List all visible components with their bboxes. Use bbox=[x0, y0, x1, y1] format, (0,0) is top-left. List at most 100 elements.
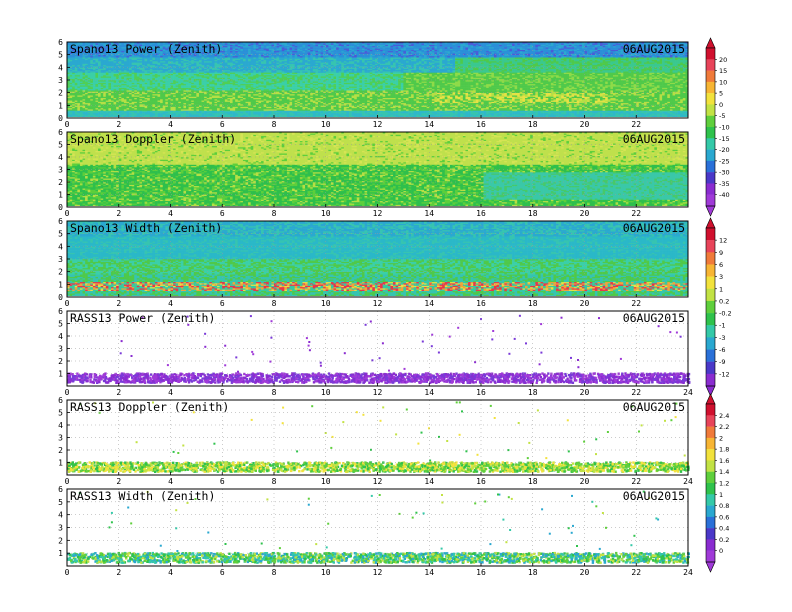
x-tick-label: 20 bbox=[580, 299, 590, 308]
x-tick-label: 22 bbox=[631, 209, 641, 218]
colorbar-label: -9 bbox=[719, 358, 725, 366]
x-tick-label: 0 bbox=[65, 568, 70, 577]
colorbar-label: 1 bbox=[719, 285, 723, 293]
x-tick-label: 22 bbox=[631, 120, 641, 129]
x-tick-label: 8 bbox=[272, 477, 277, 486]
colorbar-segment bbox=[706, 350, 715, 362]
x-tick-label: 8 bbox=[272, 388, 277, 397]
colorbar-segment bbox=[706, 494, 715, 505]
x-tick-label: 20 bbox=[580, 388, 590, 397]
panel-date: 06AUG2015 bbox=[623, 221, 685, 235]
colorbar-label: -6 bbox=[719, 346, 725, 354]
x-tick-label: 14 bbox=[424, 388, 434, 397]
colorbar-segment bbox=[706, 449, 715, 460]
colorbar-label: 1.6 bbox=[719, 457, 729, 465]
x-tick-label: 24 bbox=[683, 477, 693, 486]
y-tick-label: 6 bbox=[58, 396, 63, 405]
x-tick-label: 4 bbox=[168, 120, 173, 129]
x-tick-label: 4 bbox=[168, 388, 173, 397]
colorbar-label: 1.8 bbox=[719, 446, 729, 454]
y-tick-label: 1 bbox=[58, 101, 63, 110]
colorbar-label: 0.6 bbox=[719, 513, 729, 521]
y-tick-label: 3 bbox=[58, 76, 63, 85]
x-tick-label: 2 bbox=[116, 568, 121, 577]
colorbar-arrow-top bbox=[706, 38, 715, 48]
x-tick-label: 20 bbox=[580, 477, 590, 486]
y-tick-label: 6 bbox=[58, 128, 63, 137]
x-tick-label: 4 bbox=[168, 568, 173, 577]
x-tick-label: 2 bbox=[116, 477, 121, 486]
colorbar-label: 2.4 bbox=[719, 412, 729, 420]
colorbar-label: -0.2 bbox=[719, 310, 732, 318]
x-tick-label: 22 bbox=[631, 299, 641, 308]
panel-date: 06AUG2015 bbox=[623, 42, 685, 56]
x-tick-label: 22 bbox=[631, 388, 641, 397]
colorbar-label: -3 bbox=[719, 334, 725, 342]
x-tick-label: 18 bbox=[528, 477, 538, 486]
panel-title: Spano13 Power (Zenith) bbox=[70, 42, 222, 56]
colorbar-segment bbox=[706, 415, 715, 426]
panel-date: 06AUG2015 bbox=[623, 489, 685, 503]
x-tick-label: 2 bbox=[116, 120, 121, 129]
colorbar-segment bbox=[706, 374, 715, 386]
colorbar-segment bbox=[706, 517, 715, 528]
colorbar-segment bbox=[706, 438, 715, 449]
x-tick-label: 0 bbox=[65, 299, 70, 308]
colorbar-segment bbox=[706, 506, 715, 517]
x-tick-label: 18 bbox=[528, 568, 538, 577]
colorbar-label: 0 bbox=[719, 547, 723, 555]
colorbar-label: 9 bbox=[719, 249, 723, 257]
x-tick-label: 10 bbox=[321, 477, 331, 486]
colorbar-segment bbox=[706, 240, 715, 252]
y-tick-label: 2 bbox=[58, 446, 63, 455]
x-tick-label: 8 bbox=[272, 299, 277, 308]
colorbar-segment bbox=[706, 472, 715, 483]
x-tick-label: 2 bbox=[116, 209, 121, 218]
colorbar-segment bbox=[706, 337, 715, 349]
colorbar-segment bbox=[706, 301, 715, 313]
y-tick-label: 4 bbox=[58, 511, 63, 520]
x-tick-label: 14 bbox=[424, 477, 434, 486]
colorbar-label: -12 bbox=[719, 370, 730, 378]
y-tick-label: 5 bbox=[58, 230, 63, 239]
x-tick-label: 18 bbox=[528, 120, 538, 129]
y-tick-label: 5 bbox=[58, 141, 63, 150]
colorbar-segment bbox=[706, 150, 715, 161]
colorbar-segment bbox=[706, 404, 715, 415]
x-tick-label: 20 bbox=[580, 120, 590, 129]
x-tick-label: 4 bbox=[168, 209, 173, 218]
x-tick-label: 10 bbox=[321, 568, 331, 577]
x-tick-label: 12 bbox=[373, 388, 383, 397]
x-tick-label: 2 bbox=[116, 388, 121, 397]
colorbar-segment bbox=[706, 362, 715, 374]
colorbar-arrow-top bbox=[706, 394, 715, 404]
x-tick-label: 18 bbox=[528, 209, 538, 218]
x-tick-label: 10 bbox=[321, 388, 331, 397]
x-tick-label: 16 bbox=[476, 388, 486, 397]
x-tick-label: 12 bbox=[373, 568, 383, 577]
colorbar-label: 1 bbox=[719, 491, 723, 499]
colorbar-segment bbox=[706, 104, 715, 115]
y-tick-label: 4 bbox=[58, 153, 63, 162]
colorbar-label: 0 bbox=[719, 101, 723, 109]
x-tick-label: 22 bbox=[631, 477, 641, 486]
colorbar-label: 10 bbox=[719, 78, 727, 86]
colorbar-label: -15 bbox=[719, 135, 730, 143]
x-tick-label: 12 bbox=[373, 120, 383, 129]
colorbar-segment bbox=[706, 228, 715, 240]
x-tick-label: 16 bbox=[476, 299, 486, 308]
colorbar-label: -40 bbox=[719, 191, 730, 199]
x-tick-label: 2 bbox=[116, 299, 121, 308]
x-tick-label: 6 bbox=[220, 568, 225, 577]
panel-title: RASS13 Power (Zenith) bbox=[70, 311, 215, 325]
x-tick-label: 6 bbox=[220, 299, 225, 308]
x-tick-label: 22 bbox=[631, 568, 641, 577]
colorbar-segment bbox=[706, 93, 715, 104]
colorbar-label: 2 bbox=[719, 434, 723, 442]
colorbar-segment bbox=[706, 551, 715, 562]
y-tick-label: 5 bbox=[58, 51, 63, 60]
y-tick-label: 4 bbox=[58, 242, 63, 251]
